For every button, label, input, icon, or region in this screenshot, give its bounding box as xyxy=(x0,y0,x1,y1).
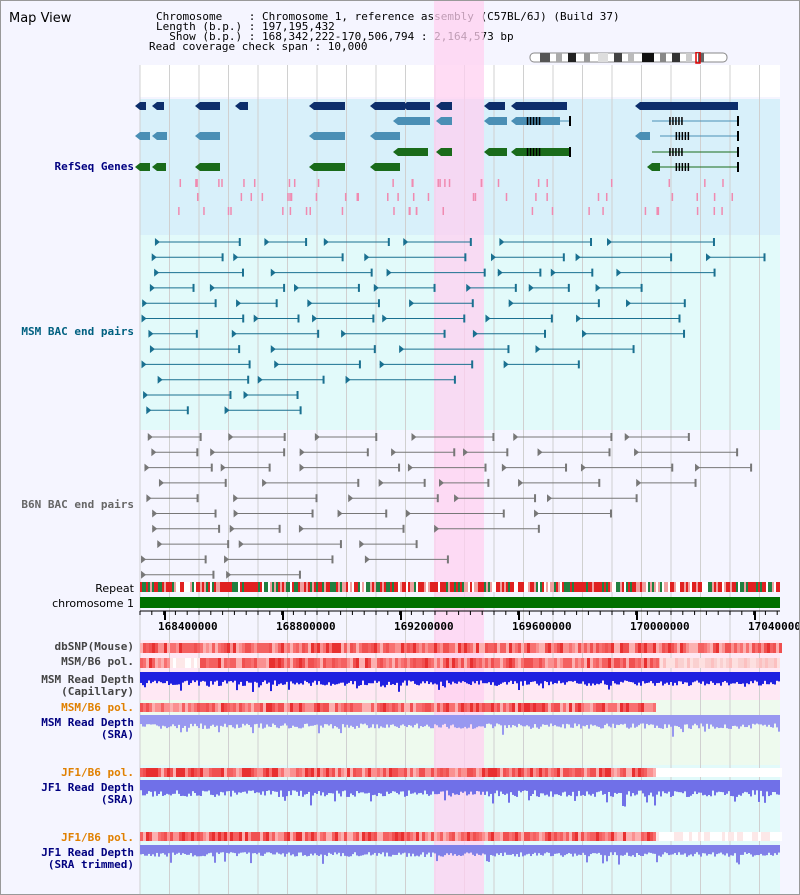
strand-arrow xyxy=(484,148,489,156)
gene-feature[interactable] xyxy=(140,102,146,110)
strand-arrow xyxy=(195,163,200,171)
gene-feature[interactable] xyxy=(398,117,430,125)
axis-tick-label: 170000000 xyxy=(630,620,690,633)
strand-arrow xyxy=(309,132,314,140)
gene-feature[interactable] xyxy=(375,163,400,171)
track-label-jf1-depth-sra[interactable]: JF1 Read Depth xyxy=(41,781,134,794)
gene-feature[interactable] xyxy=(375,102,405,110)
strand-arrow xyxy=(402,102,407,110)
gene-feature[interactable] xyxy=(140,132,150,140)
gene-feature[interactable] xyxy=(489,148,507,156)
strand-arrow xyxy=(484,102,489,110)
track-label-msm-depth-sra[interactable]: MSM Read Depth xyxy=(41,716,134,729)
gene-feature[interactable] xyxy=(489,117,507,125)
track-label-msm-depth-sra-sub: (SRA) xyxy=(100,728,134,741)
info-length: Length (b.p.) : 197,195,432 xyxy=(156,20,335,33)
chromosome-ideogram[interactable] xyxy=(528,52,730,64)
strand-arrow xyxy=(436,148,441,156)
gene-feature[interactable] xyxy=(200,132,220,140)
track-label-msm-bac[interactable]: MSM BAC end pairs xyxy=(21,325,134,338)
track-label-jf1-b6-pol-2[interactable]: JF1/B6 pol. xyxy=(61,831,134,844)
strand-arrow xyxy=(309,163,314,171)
strand-arrow xyxy=(152,163,157,171)
strand-arrow xyxy=(235,102,240,110)
gene-feature[interactable] xyxy=(441,117,452,125)
track-label-chromosome[interactable]: chromosome 1 xyxy=(52,597,134,610)
track-label-msm-b6-pol[interactable]: MSM/B6 pol. xyxy=(61,655,134,668)
axis-tick-label: 168400000 xyxy=(158,620,218,633)
strand-arrow xyxy=(370,132,375,140)
gene-feature[interactable] xyxy=(140,163,150,171)
axis-tick-label: 17040000 xyxy=(748,620,800,633)
strand-arrow xyxy=(484,117,489,125)
track-label-repeat[interactable]: Repeat xyxy=(95,582,134,595)
gene-feature[interactable] xyxy=(407,102,430,110)
strand-arrow xyxy=(135,132,140,140)
gene-feature[interactable] xyxy=(441,148,452,156)
gene-feature[interactable] xyxy=(200,102,220,110)
strand-arrow xyxy=(370,163,375,171)
gene-feature[interactable] xyxy=(640,132,650,140)
track-label-b6n-bac[interactable]: B6N BAC end pairs xyxy=(21,498,134,511)
gene-feature[interactable] xyxy=(516,148,570,156)
strand-arrow xyxy=(635,102,640,110)
gene-feature[interactable] xyxy=(516,117,560,125)
strand-arrow xyxy=(436,102,441,110)
track-label-dbsnp[interactable]: dbSNP(Mouse) xyxy=(54,640,134,653)
track-label-refseq[interactable]: RefSeq Genes xyxy=(54,160,134,173)
track-label-jf1-depth-sra-sub: (SRA) xyxy=(100,793,134,806)
gene-feature[interactable] xyxy=(314,102,345,110)
strand-arrow xyxy=(511,102,516,110)
strand-arrow xyxy=(635,132,640,140)
gene-feature[interactable] xyxy=(314,163,345,171)
strand-arrow xyxy=(309,102,314,110)
track-label-jf1-depth-trim-sub: (SRA trimmed) xyxy=(47,858,134,871)
axis-tick-label: 169600000 xyxy=(512,620,572,633)
track-label-msm-b6-pol-2[interactable]: MSM/B6 pol. xyxy=(61,701,134,714)
info-coverage-span: Read coverage check span : 10,000 xyxy=(149,40,368,53)
gene-feature[interactable] xyxy=(441,102,452,110)
strand-arrow xyxy=(511,148,516,156)
selection-highlight xyxy=(434,0,484,895)
chromosome-bar xyxy=(140,597,780,608)
gene-feature[interactable] xyxy=(157,163,166,171)
gene-feature[interactable] xyxy=(516,102,567,110)
gene-feature[interactable] xyxy=(157,132,167,140)
strand-arrow xyxy=(436,117,441,125)
track-label-jf1-depth-trim[interactable]: JF1 Read Depth xyxy=(41,846,134,859)
strand-arrow xyxy=(393,117,398,125)
gene-feature[interactable] xyxy=(314,132,345,140)
strand-arrow xyxy=(647,163,652,171)
strand-arrow xyxy=(135,163,140,171)
strand-arrow xyxy=(393,148,398,156)
gene-feature[interactable] xyxy=(375,132,400,140)
strand-arrow xyxy=(370,102,375,110)
gene-feature[interactable] xyxy=(640,102,738,110)
track-label-jf1-b6-pol[interactable]: JF1/B6 pol. xyxy=(61,766,134,779)
axis-tick-label: 168800000 xyxy=(276,620,336,633)
gene-feature[interactable] xyxy=(489,102,505,110)
strand-arrow xyxy=(511,117,516,125)
page-title: Map View xyxy=(9,11,72,26)
strand-arrow xyxy=(135,102,140,110)
gene-feature[interactable] xyxy=(157,102,164,110)
axis-tick-label: 169200000 xyxy=(394,620,454,633)
gene-feature[interactable] xyxy=(200,163,220,171)
track-label-msm-depth-cap[interactable]: MSM Read Depth xyxy=(41,673,134,686)
strand-arrow xyxy=(195,102,200,110)
gene-feature[interactable] xyxy=(398,148,428,156)
track-label-msm-depth-cap-sub: (Capillary) xyxy=(61,685,134,698)
strand-arrow xyxy=(152,102,157,110)
gene-feature[interactable] xyxy=(652,163,660,171)
strand-arrow xyxy=(152,132,157,140)
strand-arrow xyxy=(195,132,200,140)
gene-feature[interactable] xyxy=(240,102,248,110)
